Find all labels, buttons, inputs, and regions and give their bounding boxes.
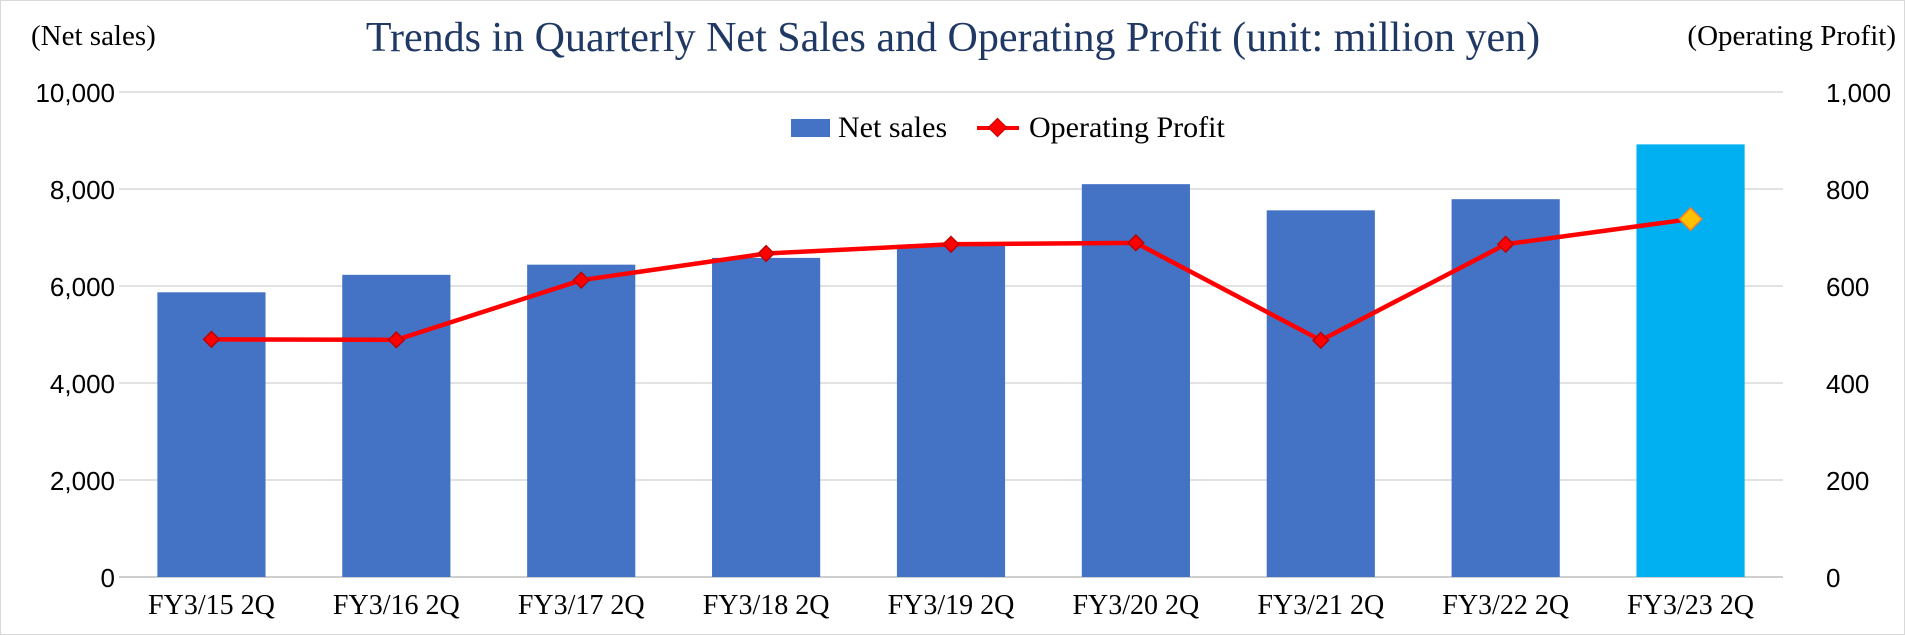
x-tick-label: FY3/23 2Q (1627, 590, 1754, 621)
marker-operating-profit (1311, 331, 1330, 350)
marker-operating-profit (1127, 233, 1145, 252)
right-tick-label: 1,000 (1826, 78, 1891, 108)
left-tick-label: 8,000 (50, 175, 115, 205)
right-tick-label: 200 (1826, 466, 1869, 496)
x-tick-label: FY3/17 2Q (518, 590, 645, 621)
right-tick-label: 600 (1826, 272, 1869, 302)
marker-operating-profit (757, 244, 775, 263)
bar-net-sales (1451, 199, 1560, 577)
left-tick-label: 10,000 (35, 78, 115, 108)
bar-net-sales (342, 274, 451, 577)
x-tick-label: FY3/22 2Q (1442, 590, 1569, 621)
x-tick-label: FY3/18 2Q (703, 590, 830, 621)
bar-net-sales (712, 257, 821, 577)
right-tick-label: 0 (1826, 563, 1840, 593)
legend-label-net-sales: Net sales (838, 111, 947, 144)
left-tick-label: 6,000 (50, 272, 115, 302)
marker-operating-profit (1496, 235, 1515, 254)
legend-swatch-marker (987, 117, 1008, 138)
marker-operating-profit (202, 330, 221, 349)
left-axis-ticks: 0 2,000 4,000 6,000 8,000 10,000 (35, 78, 115, 593)
right-tick-label: 400 (1826, 369, 1869, 399)
marker-operating-profit (387, 330, 406, 349)
x-tick-label: FY3/20 2Q (1072, 590, 1199, 621)
marker-operating-profit (1678, 206, 1703, 232)
x-tick-label: FY3/16 2Q (333, 590, 460, 621)
bar-net-sales (527, 264, 636, 577)
x-tick-label: FY3/21 2Q (1257, 590, 1384, 621)
x-tick-label: FY3/19 2Q (888, 590, 1015, 621)
legend-label-operating-profit: Operating Profit (1029, 111, 1225, 144)
right-axis-ticks: 0 200 400 600 800 1,000 (1826, 78, 1891, 593)
marker-operating-profit (572, 271, 591, 290)
left-axis-label: (Net sales) (31, 20, 156, 52)
left-tick-label: 0 (101, 563, 115, 593)
bar-net-sales (896, 244, 1006, 577)
legend: Net sales Operating Profit (791, 111, 1225, 144)
x-axis-ticks: FY3/15 2Q FY3/16 2Q FY3/17 2Q FY3/18 2Q FY3/… (148, 590, 1754, 621)
right-tick-label: 800 (1826, 175, 1869, 205)
legend-swatch-net-sales (791, 119, 830, 137)
right-axis-label: (Operating Profit) (1687, 20, 1896, 52)
markers-operating-profit (202, 206, 1703, 350)
chart-title: Trends in Quarterly Net Sales and Operat… (366, 15, 1540, 61)
left-tick-label: 2,000 (50, 466, 115, 496)
marker-operating-profit (942, 235, 960, 254)
bar-series-net-sales (157, 144, 1745, 577)
bar-net-sales (1266, 210, 1375, 577)
x-tick-label: FY3/15 2Q (148, 590, 275, 621)
left-tick-label: 4,000 (50, 369, 115, 399)
